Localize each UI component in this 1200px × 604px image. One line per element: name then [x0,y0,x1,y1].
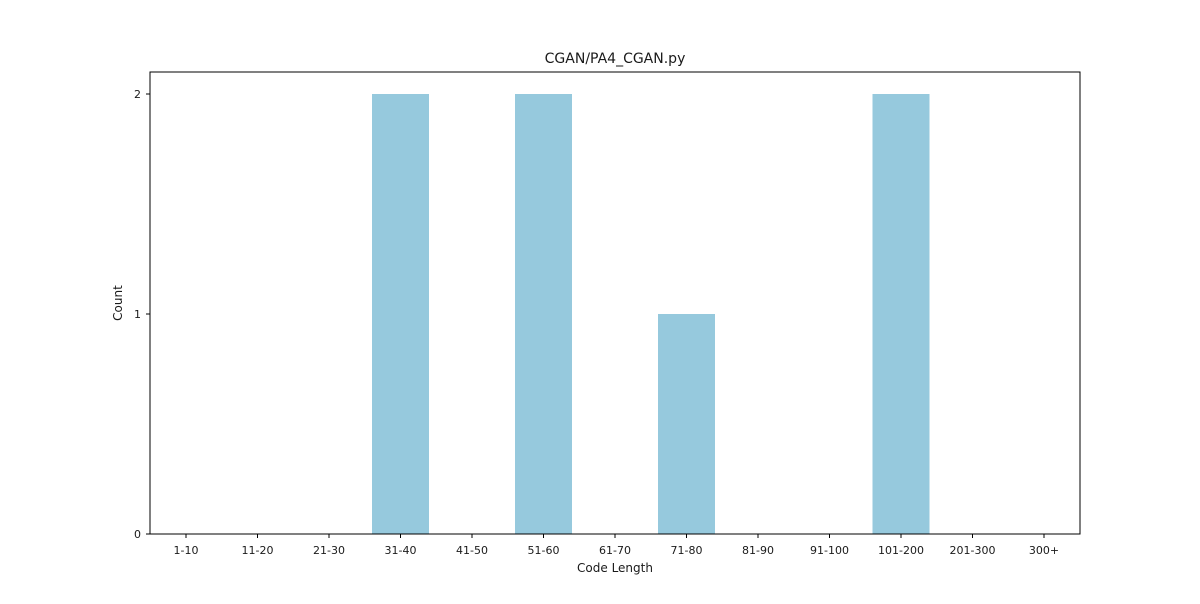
x-tick-label: 1-10 [174,544,199,557]
y-tick-label: 1 [134,308,141,321]
chart-title: CGAN/PA4_CGAN.py [545,51,686,67]
bar-51-60 [515,94,572,534]
y-axis-label: Count [111,285,125,321]
x-axis-ticks: 1-10 11-20 21-30 31-40 41-50 51-60 61-70 71-80 8… [174,534,1059,557]
y-tick-label: 2 [134,88,141,101]
x-tick-label: 31-40 [385,544,417,557]
x-tick-label: 61-70 [599,544,631,557]
x-tick-label: 41-50 [456,544,488,557]
x-tick-label: 81-90 [742,544,774,557]
x-tick-label: 21-30 [313,544,345,557]
x-tick-label: 201-300 [950,544,996,557]
y-tick-label: 0 [134,528,141,541]
bars-layer [372,94,930,534]
x-tick-label: 51-60 [528,544,560,557]
plot-area-frame [149,71,1081,535]
bar-31-40 [372,94,429,534]
y-axis-ticks: 0 1 2 [134,88,150,541]
x-tick-label: 300+ [1029,544,1059,557]
x-tick-label: 91-100 [810,544,849,557]
x-tick-label: 71-80 [671,544,703,557]
bar-101-200 [872,94,930,534]
x-tick-label: 101-200 [878,544,924,557]
x-tick-label: 11-20 [242,544,274,557]
x-axis-label: Code Length [577,561,653,575]
bar-71-80 [658,314,715,534]
